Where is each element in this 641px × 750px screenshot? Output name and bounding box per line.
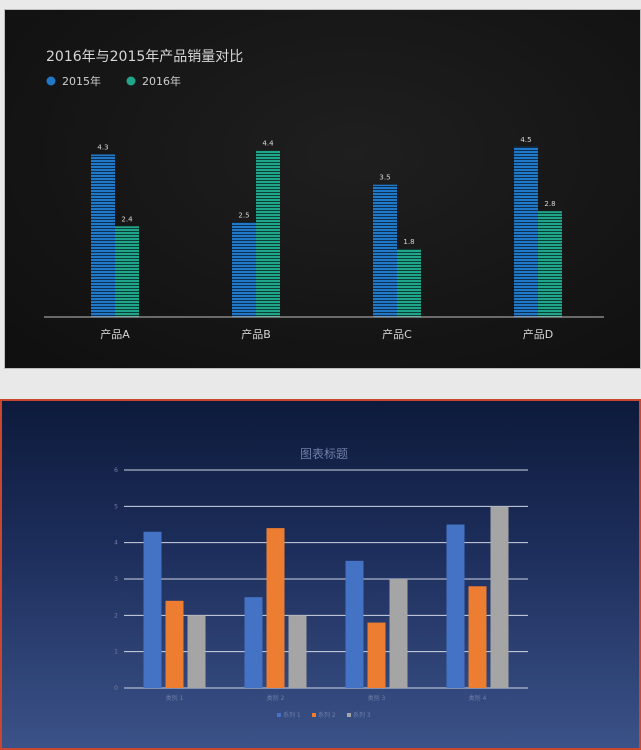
y-tick-label: 5 bbox=[114, 503, 118, 510]
y-tick-label: 6 bbox=[114, 467, 118, 474]
bar-系列 1-类别 2 bbox=[244, 597, 263, 688]
bar-系列 3-类别 4 bbox=[490, 506, 509, 688]
data-label: 2.5 bbox=[238, 212, 249, 220]
data-label: 4.4 bbox=[262, 140, 274, 148]
legend-marker bbox=[312, 713, 316, 717]
bar-2016年-产品A bbox=[115, 226, 139, 317]
legend-label-2016: 2016年 bbox=[142, 74, 181, 88]
legend-marker bbox=[277, 713, 281, 717]
data-label: 2.4 bbox=[121, 215, 133, 223]
bar-系列 2-类别 4 bbox=[468, 586, 487, 688]
bar-系列 1-类别 4 bbox=[446, 524, 465, 688]
legend-marker bbox=[347, 713, 351, 717]
bar-2016年-产品C bbox=[397, 248, 421, 317]
data-label: 4.3 bbox=[97, 143, 108, 151]
category-labels: 产品A 产品B 产品C 产品D bbox=[100, 327, 553, 341]
bar-2015年-产品B bbox=[232, 222, 256, 317]
bars bbox=[143, 506, 509, 688]
bar-系列 1-类别 3 bbox=[345, 560, 364, 688]
bar-系列 2-类别 3 bbox=[367, 622, 386, 688]
category-label: 产品C bbox=[382, 327, 412, 341]
data-label: 1.8 bbox=[403, 238, 414, 246]
bar-2015年-产品A bbox=[91, 154, 115, 317]
legend-label-2015: 2015年 bbox=[62, 74, 101, 88]
bar-系列 3-类别 3 bbox=[389, 579, 408, 688]
y-tick-label: 2 bbox=[114, 612, 118, 619]
category-label: 类别 2 bbox=[267, 694, 285, 702]
chart-title: 2016年与2015年产品销量对比 bbox=[46, 49, 243, 65]
legend: 系列 1 系列 2 系列 3 bbox=[277, 711, 371, 719]
bar-2015年-产品D bbox=[514, 146, 538, 317]
dark-bar-chart: 2016年与2015年产品销量对比 2015年 2016年 4.32.4 2.54… bbox=[44, 49, 604, 341]
category-label: 产品B bbox=[241, 327, 271, 341]
bar-系列 3-类别 1 bbox=[187, 615, 206, 688]
category-label: 类别 4 bbox=[469, 694, 487, 702]
category-label: 类别 3 bbox=[368, 694, 386, 702]
legend: 2015年 2016年 bbox=[46, 74, 181, 88]
category-label: 类别 1 bbox=[166, 694, 184, 702]
bar-2015年-产品C bbox=[373, 184, 397, 317]
category-labels: 类别 1 类别 2 类别 3 类别 4 bbox=[166, 694, 487, 702]
data-label: 2.8 bbox=[544, 200, 555, 208]
bar-2016年-产品D bbox=[538, 211, 562, 317]
category-label: 产品D bbox=[523, 327, 553, 341]
legend-marker-2016 bbox=[126, 76, 136, 86]
chart-title: 图表标题 bbox=[300, 447, 348, 461]
bar-系列 2-类别 2 bbox=[266, 528, 285, 688]
legend-label: 系列 3 bbox=[353, 711, 371, 719]
legend-label: 系列 1 bbox=[283, 711, 301, 719]
legend-marker-2015 bbox=[46, 76, 56, 86]
y-tick-label: 1 bbox=[114, 649, 118, 656]
bar-系列 3-类别 2 bbox=[288, 615, 307, 688]
legend-label: 系列 2 bbox=[318, 711, 336, 719]
bar-2016年-产品B bbox=[256, 150, 280, 317]
dark-chart-slide: 2016年与2015年产品销量对比 2015年 2016年 4.3 2.4 2.5 4… bbox=[4, 9, 641, 369]
bar-系列 1-类别 1 bbox=[143, 531, 162, 688]
category-label: 产品A bbox=[100, 327, 130, 341]
y-tick-label: 0 bbox=[114, 685, 118, 692]
y-tick-label: 4 bbox=[114, 540, 118, 547]
data-label: 3.5 bbox=[379, 174, 390, 182]
y-tick-label: 3 bbox=[114, 576, 118, 583]
data-label: 4.5 bbox=[520, 136, 531, 144]
bars: 4.3 2.4 2.5 4.4 3.5 1.8 4.5 2.8 bbox=[91, 136, 562, 317]
bar-系列 2-类别 1 bbox=[165, 600, 184, 688]
